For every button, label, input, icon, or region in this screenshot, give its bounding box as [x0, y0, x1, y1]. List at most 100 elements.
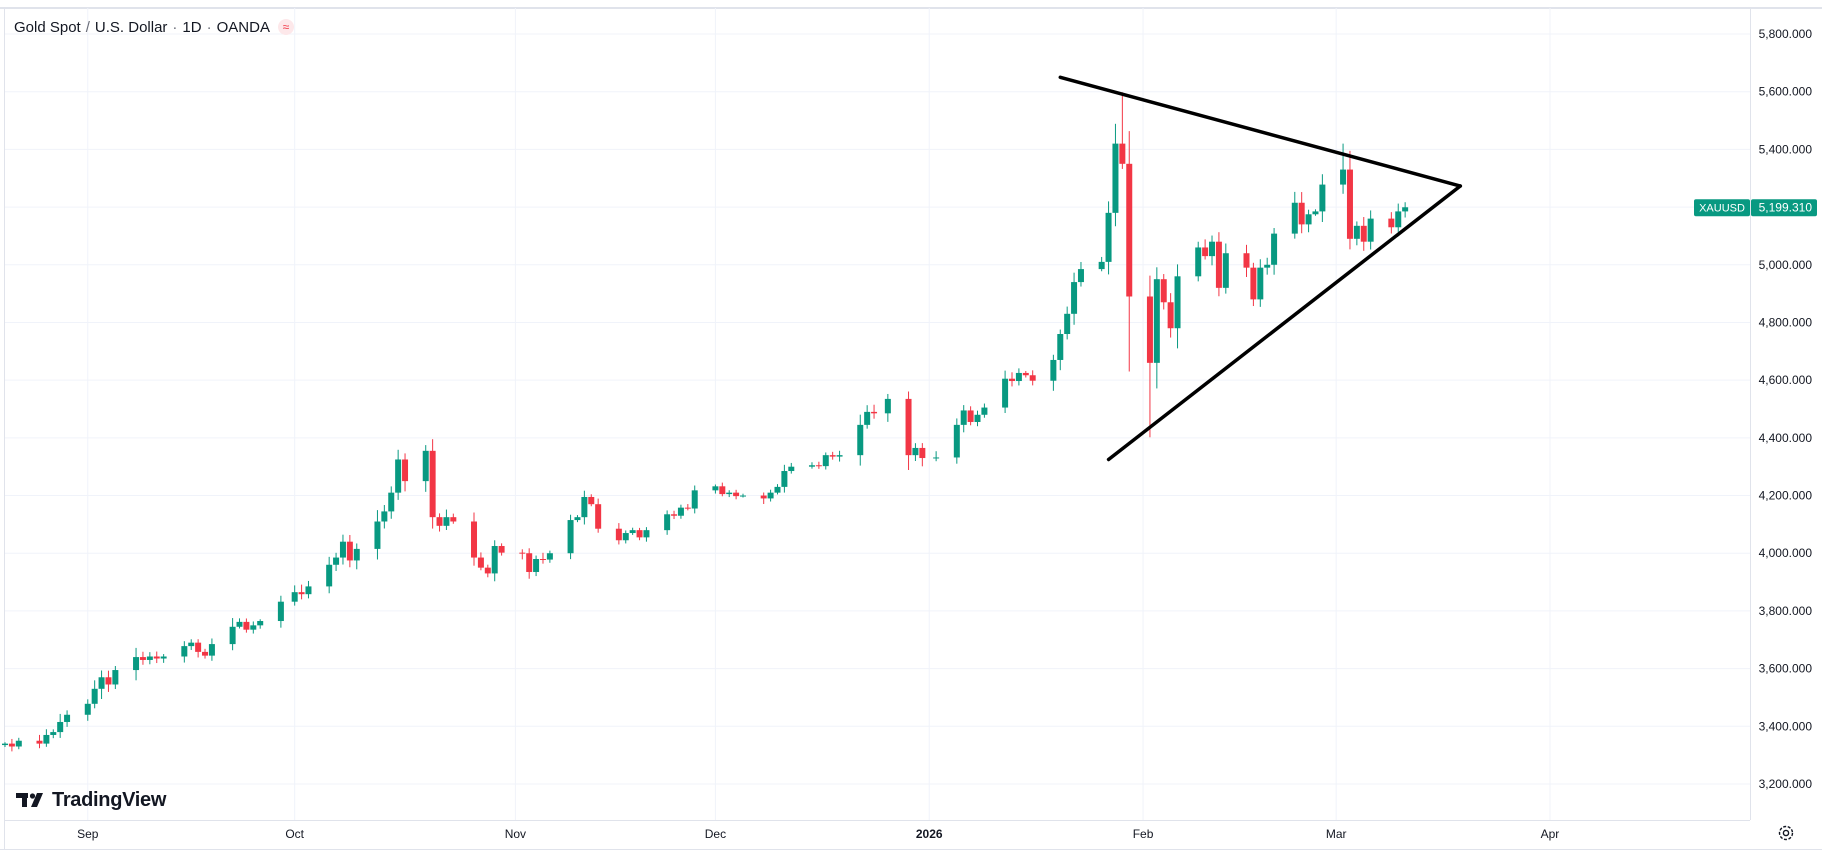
price-tick-label: 5,800.000 [1759, 27, 1813, 41]
logo-text: TradingView [52, 788, 167, 811]
candle-body [905, 398, 912, 456]
candle-body [1008, 378, 1015, 382]
time-tick-label: Nov [505, 827, 526, 841]
candle-body [139, 657, 146, 660]
price-tick-label: 4,200.000 [1759, 489, 1813, 503]
triangle-lower-trendline[interactable] [1106, 184, 1463, 462]
candle-body [153, 656, 160, 659]
candle-body [1002, 378, 1009, 408]
separator: / [85, 18, 90, 36]
candle-body [919, 447, 926, 459]
candle-body [1126, 163, 1133, 297]
wave-icon[interactable]: ≈ [277, 19, 294, 35]
candle-body [836, 455, 843, 457]
candle-body [960, 410, 967, 425]
candle-body [1388, 218, 1395, 228]
candle-body [760, 495, 767, 499]
candle-body [1029, 375, 1036, 381]
time-tick-label: Feb [1133, 827, 1154, 841]
candle-body [567, 520, 574, 554]
symbol-currency[interactable]: U.S. Dollar [94, 18, 168, 36]
candle-body [471, 521, 478, 558]
candle-body [257, 621, 264, 626]
left-divider [4, 8, 5, 850]
candle-body [243, 621, 250, 630]
candle-body [857, 424, 864, 456]
candle-body [774, 486, 781, 493]
candle-body [822, 455, 829, 467]
candle-body [8, 743, 15, 747]
price-scale-border [1750, 8, 1751, 820]
candle-body [443, 517, 450, 526]
candle-body [146, 656, 153, 660]
price-tick-label: 3,600.000 [1759, 662, 1813, 676]
candle-body [933, 457, 940, 459]
symbol-source[interactable]: OANDA [216, 18, 270, 36]
candle-body [1340, 169, 1347, 185]
candle-body [981, 407, 988, 415]
price-tick-label: 3,200.000 [1759, 777, 1813, 791]
candle-body [208, 644, 215, 656]
candle-body [450, 517, 457, 522]
candlestick-series [2, 92, 1409, 752]
candle-body [664, 514, 671, 531]
candle-body [298, 592, 305, 595]
candle-body [1202, 247, 1209, 257]
candle-body [2, 743, 8, 746]
candle-body [498, 546, 505, 553]
triangle-upper-trendline[interactable] [1058, 75, 1463, 188]
candle-body [539, 559, 546, 560]
axis-labels: 5,800.0005,600.0005,400.0005,200.0005,00… [77, 27, 1817, 841]
symbol-interval[interactable]: 1D [182, 18, 202, 36]
candle-body [15, 740, 22, 747]
candle-body [1057, 334, 1064, 360]
candle-body [1195, 247, 1202, 277]
price-label-symbol-box [1694, 199, 1750, 217]
candle-body [1367, 218, 1374, 242]
candle-body [1402, 207, 1409, 212]
price-tick-label: 4,400.000 [1759, 431, 1813, 445]
candle-body [726, 492, 733, 495]
candle-body [1015, 372, 1022, 382]
candle-body [691, 490, 698, 509]
candle-body [133, 657, 140, 671]
top-divider [0, 7, 1822, 9]
symbol-title[interactable]: Gold Spot / U.S. Dollar · 1D · OANDA ≈ [14, 16, 294, 38]
candle-body [181, 646, 188, 657]
price-tick-label: 4,600.000 [1759, 373, 1813, 387]
candle-body [1022, 372, 1029, 376]
price-tick-label: 3,800.000 [1759, 604, 1813, 618]
candle-body [305, 586, 312, 595]
candle-body [595, 504, 602, 529]
candle-body [188, 642, 195, 647]
triangle-drawing [1058, 75, 1463, 462]
candle-body [195, 642, 202, 652]
candle-body [1305, 214, 1312, 225]
candle-body [912, 447, 919, 456]
symbol-name[interactable]: Gold Spot [14, 18, 81, 36]
candle-body [967, 410, 974, 422]
candle-body [1353, 225, 1360, 239]
time-scale-border [5, 820, 1750, 821]
candle-body [643, 530, 650, 538]
candle-body [1209, 241, 1216, 257]
candle-body [788, 466, 795, 472]
tradingview-logo[interactable]: TradingView [16, 788, 166, 812]
candle-body [864, 411, 871, 425]
candle-body [1395, 211, 1402, 228]
candle-body [477, 557, 484, 568]
candle-body [1167, 302, 1174, 329]
gear-icon[interactable] [1776, 823, 1796, 843]
candle-body [1071, 282, 1078, 314]
candle-body [1160, 279, 1167, 303]
candle-body [1360, 225, 1367, 242]
candle-body [395, 459, 402, 493]
candle-body [436, 517, 443, 526]
tradingview-logo-icon [16, 793, 43, 807]
candle-body [250, 625, 257, 630]
candle-body [1271, 233, 1278, 265]
candle-body [346, 541, 353, 561]
candle-body [291, 592, 298, 602]
